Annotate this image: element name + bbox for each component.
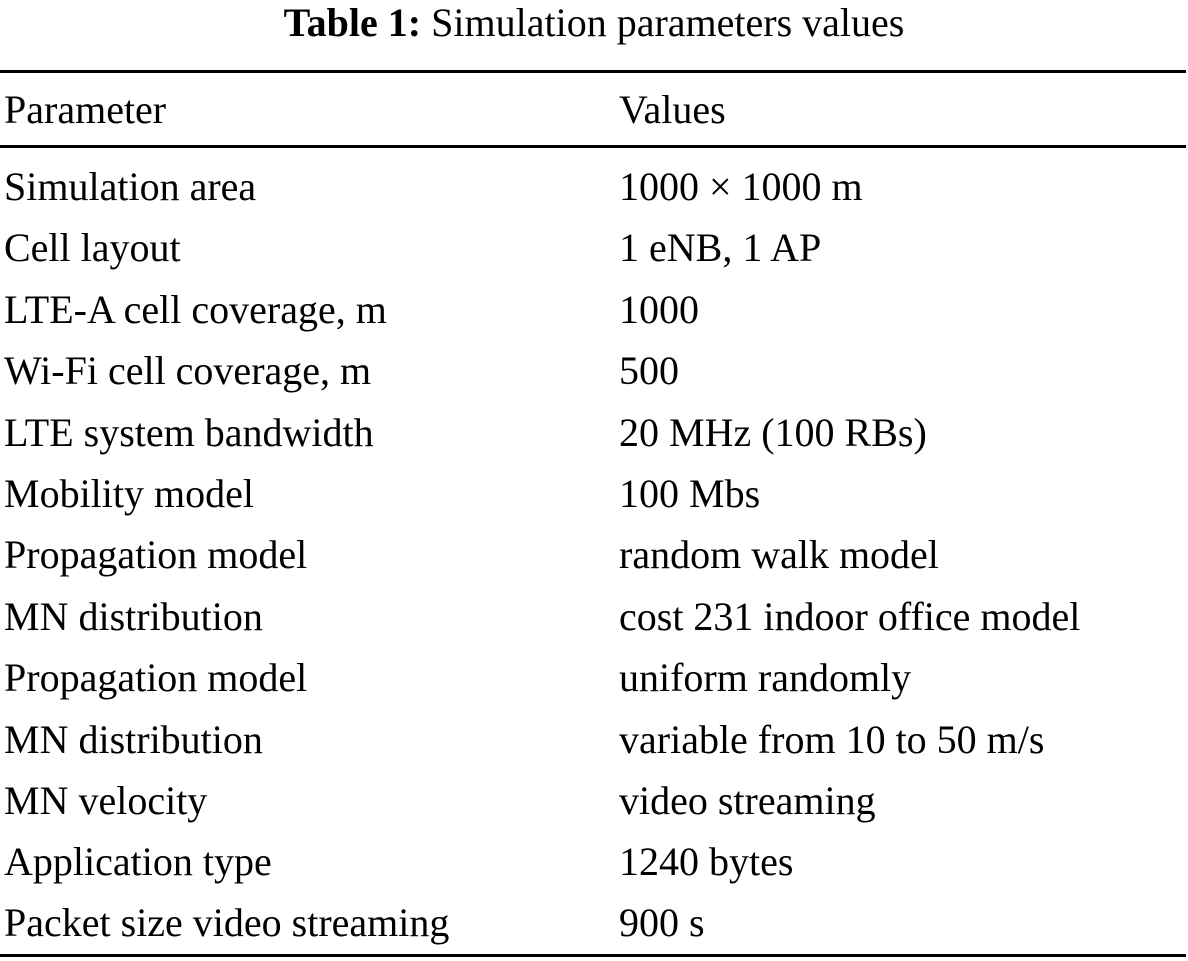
value-cell: 1 eNB, 1 AP bbox=[619, 225, 822, 270]
value-cell: 1000 × 1000 m bbox=[619, 164, 863, 209]
parameter-cell: Propagation model bbox=[4, 655, 308, 700]
table-caption-title: Simulation parameters values bbox=[431, 0, 905, 45]
parameter-cell: Mobility model bbox=[4, 471, 254, 516]
table-bottom-rule bbox=[0, 954, 1186, 957]
value-cell: 1000 bbox=[619, 287, 699, 332]
table-caption: Table 1: Simulation parameters values bbox=[0, 0, 1188, 56]
table-row: Application type 1240 bytes bbox=[0, 831, 1188, 892]
table-row: Packet size video streaming 900 s bbox=[0, 892, 1188, 953]
parameter-cell: MN velocity bbox=[4, 778, 208, 823]
table-row: MN velocity video streaming bbox=[0, 770, 1188, 831]
parameter-cell: Propagation model bbox=[4, 532, 308, 577]
table-caption-label: Table 1: bbox=[283, 0, 422, 45]
table-row: Mobility model 100 Mbs bbox=[0, 463, 1188, 524]
value-cell: uniform randomly bbox=[619, 655, 912, 700]
table-row: Simulation area 1000 × 1000 m bbox=[0, 156, 1188, 217]
table-row: Propagation model random walk model bbox=[0, 524, 1188, 585]
parameter-cell: Simulation area bbox=[4, 164, 257, 209]
value-cell: random walk model bbox=[619, 532, 939, 577]
table-row: Wi-Fi cell coverage, m 500 bbox=[0, 340, 1188, 401]
table-top-rule bbox=[0, 70, 1186, 73]
parameter-cell: MN distribution bbox=[4, 594, 263, 639]
value-cell: 500 bbox=[619, 348, 679, 393]
table-row: LTE-A cell coverage, m 1000 bbox=[0, 279, 1188, 340]
parameter-cell: Cell layout bbox=[4, 225, 181, 270]
value-cell: variable from 10 to 50 m/s bbox=[619, 717, 1045, 762]
parameter-cell: LTE system bandwidth bbox=[4, 410, 374, 455]
table-header-row: Parameter Values bbox=[0, 79, 1188, 140]
table-row: MN distribution cost 231 indoor office m… bbox=[0, 586, 1188, 647]
parameter-cell: MN distribution bbox=[4, 717, 263, 762]
parameter-cell: LTE-A cell coverage, m bbox=[4, 287, 387, 332]
parameter-cell: Application type bbox=[4, 839, 272, 884]
table-header-rule bbox=[0, 145, 1186, 148]
table-row: LTE system bandwidth 20 MHz (100 RBs) bbox=[0, 402, 1188, 463]
value-cell: cost 231 indoor office model bbox=[619, 594, 1081, 639]
table-row: MN distribution variable from 10 to 50 m… bbox=[0, 709, 1188, 770]
value-cell: 1240 bytes bbox=[619, 839, 794, 884]
column-header-parameter: Parameter bbox=[4, 87, 167, 132]
value-cell: video streaming bbox=[619, 778, 876, 823]
column-header-values: Values bbox=[619, 87, 726, 132]
parameter-cell: Packet size video streaming bbox=[4, 900, 450, 945]
value-cell: 900 s bbox=[619, 900, 705, 945]
value-cell: 100 Mbs bbox=[619, 471, 761, 516]
value-cell: 20 MHz (100 RBs) bbox=[619, 410, 927, 455]
table-row: Propagation model uniform randomly bbox=[0, 647, 1188, 708]
table-row: Cell layout 1 eNB, 1 AP bbox=[0, 217, 1188, 278]
parameter-cell: Wi-Fi cell coverage, m bbox=[4, 348, 372, 393]
